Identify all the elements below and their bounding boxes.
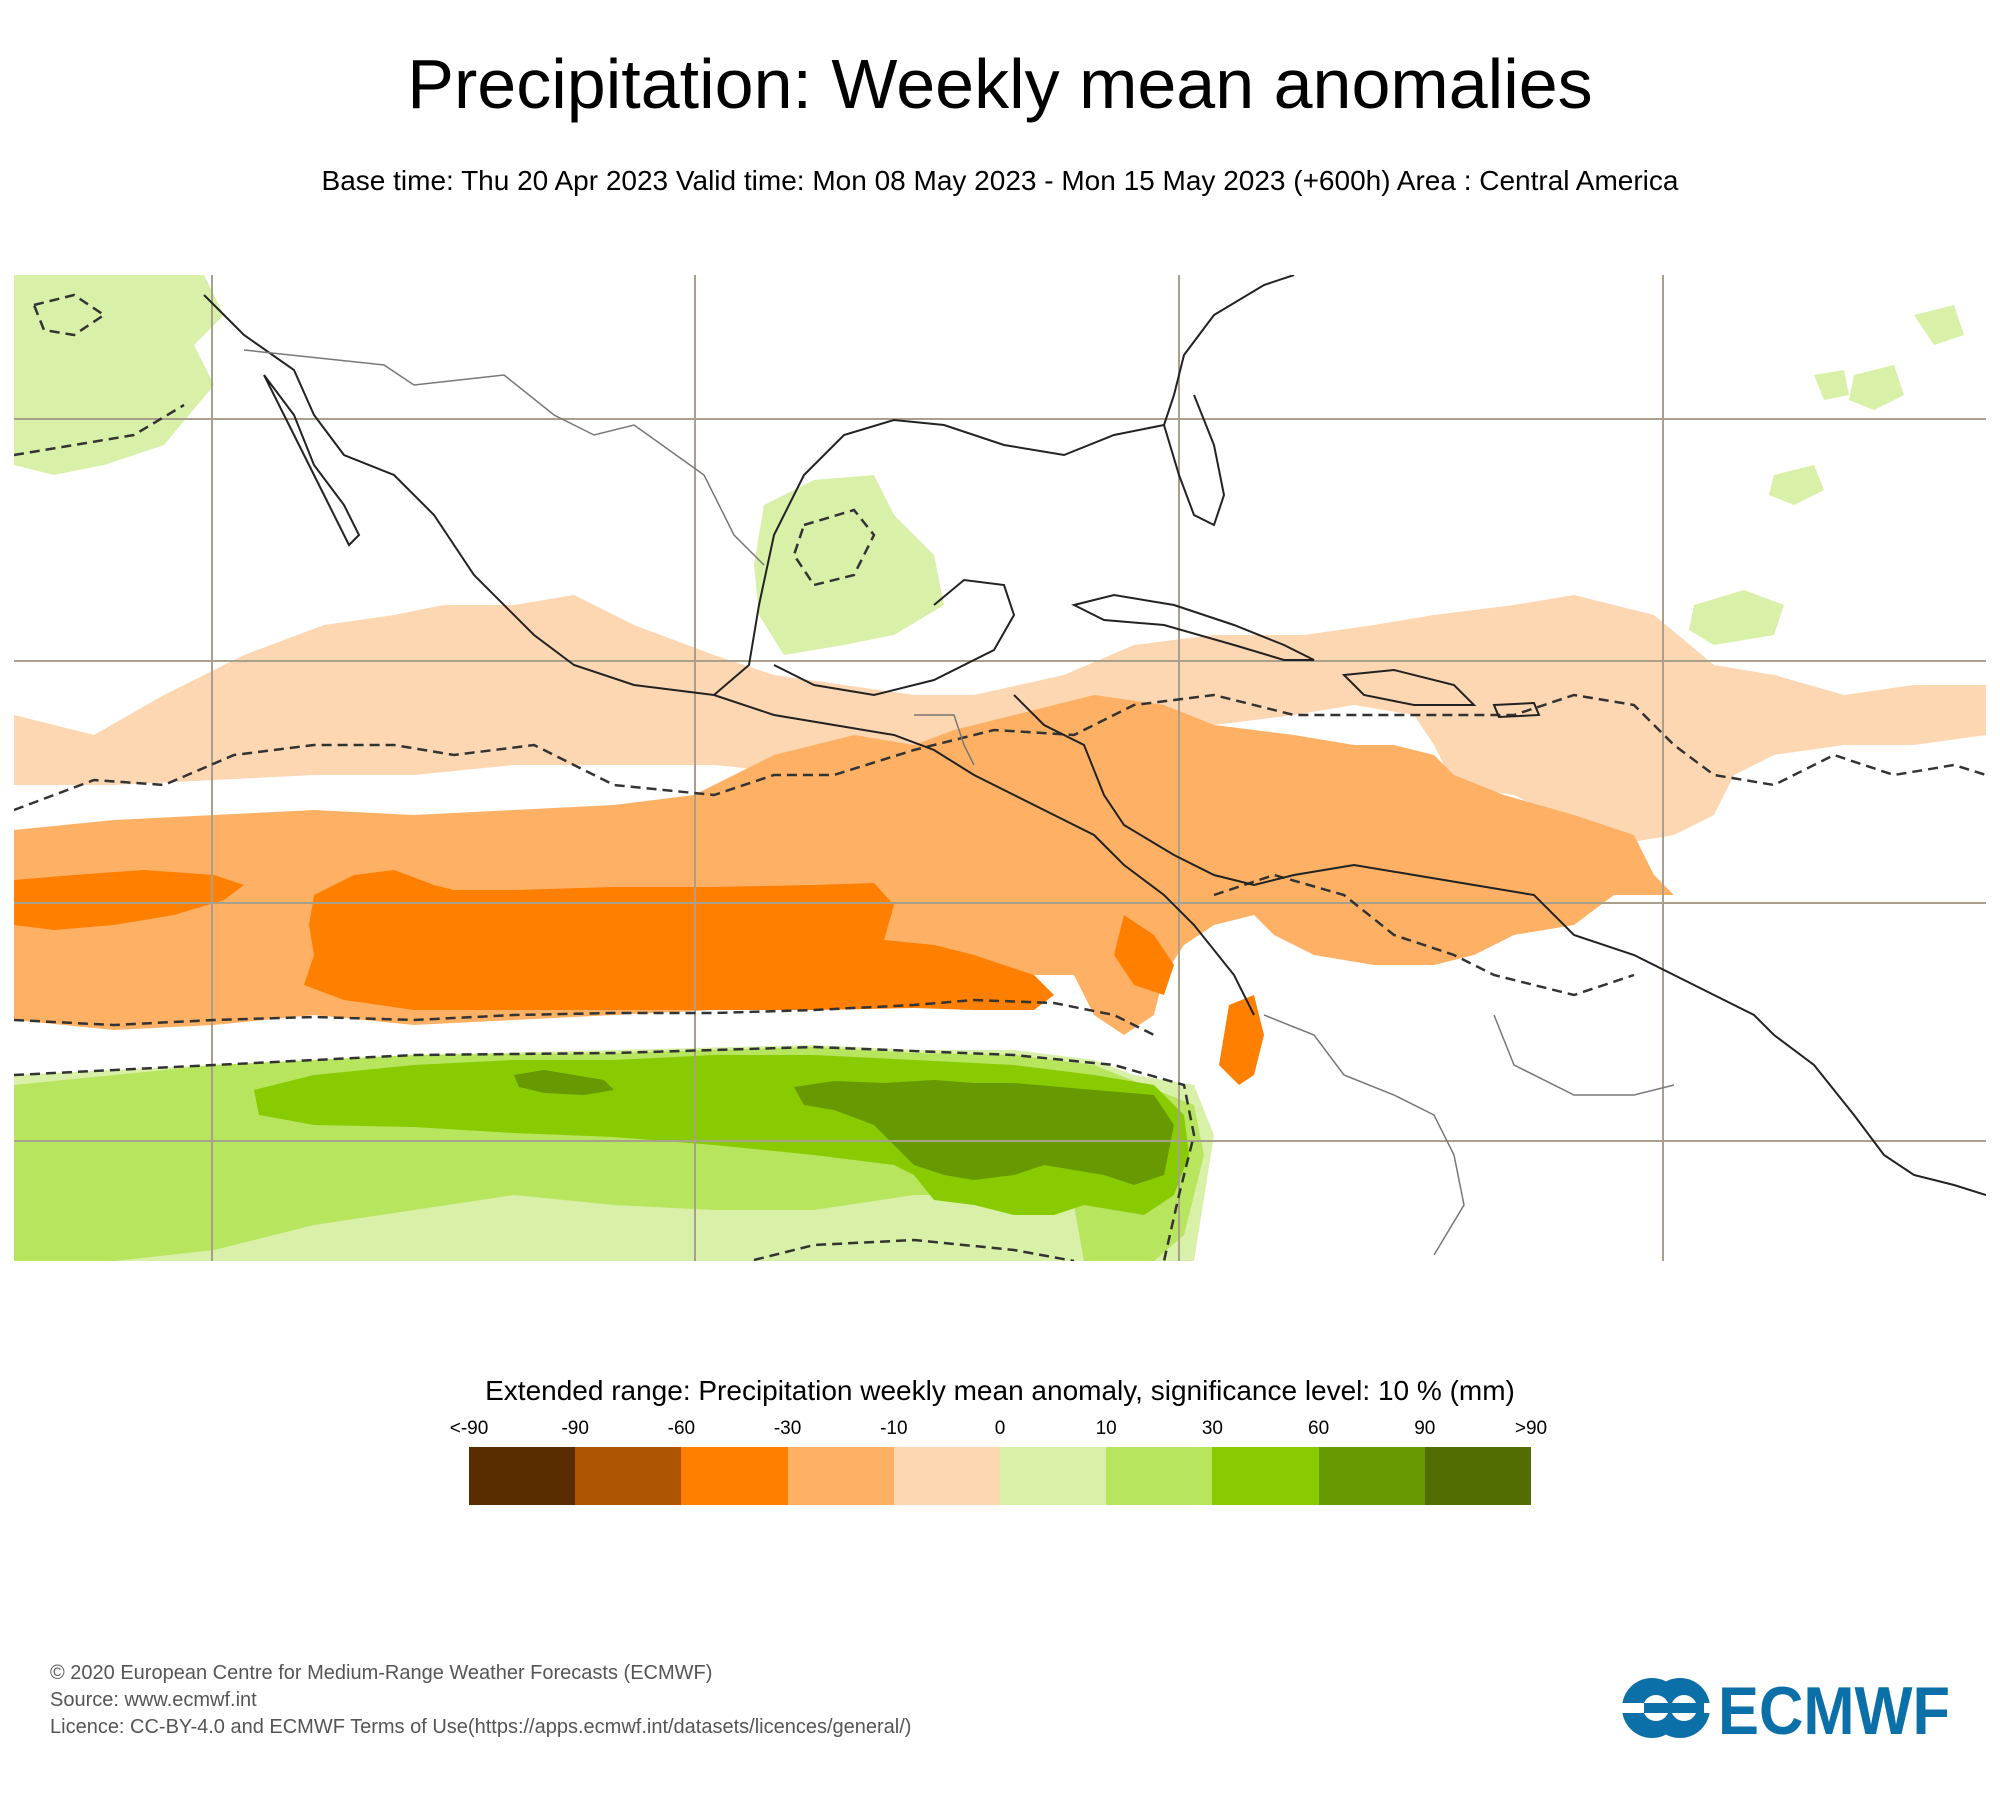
significance-contours <box>14 293 1986 1261</box>
legend-tick-label: >90 <box>1514 1418 1548 1439</box>
graticule <box>14 275 1986 1261</box>
coastline-florida <box>1163 275 1295 426</box>
ecmwf-logo-text: ECMWF <box>1718 1673 1950 1744</box>
wet-patch-atlantic-3 <box>1849 365 1904 410</box>
wet-patch-atlantic-4 <box>1914 305 1964 345</box>
coastline-hispaniola <box>1341 668 1477 706</box>
wet-core-1 <box>514 1070 614 1095</box>
coastline-cuba <box>1071 593 1315 661</box>
significance-contour <box>14 1045 1196 1261</box>
legend-tick-label: <-90 <box>449 1418 489 1439</box>
wet-core-2 <box>794 1080 1174 1185</box>
ecmwf-logo-icon <box>1622 1678 1710 1738</box>
significance-contour <box>792 508 876 587</box>
dry-core-central <box>304 870 1054 1010</box>
significance-contour <box>753 1238 1075 1261</box>
colorbar-swatch <box>575 1447 682 1505</box>
ecmwf-logo: ECMWF <box>1622 1673 1950 1744</box>
colorbar-swatch <box>1212 1447 1319 1505</box>
coastline-south-america-east <box>1773 1034 1986 1196</box>
colorbar-swatch <box>681 1447 788 1505</box>
significance-contour <box>14 693 1986 812</box>
legend-tick-label: 90 <box>1414 1418 1436 1439</box>
legend-ticks: <-90 -90 -60 -30 -10 0 10 30 60 90 >90 <box>450 1418 1547 1442</box>
coastline-yucatan <box>773 578 1016 697</box>
legend-tick-label: 30 <box>1201 1418 1223 1439</box>
border-venezuela-colombia <box>1263 1014 1465 1256</box>
copyright-text: © 2020 European Centre for Medium-Range … <box>50 1662 713 1684</box>
significance-contour <box>14 998 1155 1037</box>
anomaly-map <box>14 275 1986 1261</box>
legend-title: Extended range: Precipitation weekly mea… <box>485 1375 1515 1406</box>
colorbar-swatch <box>469 1447 576 1505</box>
chart-title: Precipitation: Weekly mean anomalies <box>407 45 1593 123</box>
significance-contour <box>1213 873 1635 997</box>
legend-tick-label: 60 <box>1308 1418 1330 1439</box>
legend-tick-label: -10 <box>880 1418 908 1439</box>
border-us-mexico <box>243 349 765 566</box>
legend-tick-label: -90 <box>561 1418 589 1439</box>
colorbar <box>469 1447 1532 1505</box>
coastline-pacific-mexico <box>203 294 1255 1016</box>
source-text: Source: www.ecmwf.int <box>50 1689 257 1711</box>
wet-patch-atlantic-5 <box>1814 370 1849 400</box>
colorbar-swatch <box>787 1447 894 1505</box>
colorbar-swatch <box>1424 1447 1532 1505</box>
coastline-baja <box>263 374 361 547</box>
colorbar-swatch <box>1000 1447 1107 1505</box>
significance-contour <box>32 293 107 337</box>
coastline-florida-peninsula <box>1163 394 1226 527</box>
colorbar-swatch <box>893 1447 1001 1505</box>
dry-core-isthmus <box>1114 915 1174 995</box>
wet-region-gulf <box>754 475 944 655</box>
wet-patch-atlantic-2 <box>1769 465 1824 505</box>
dry-core-west <box>14 870 244 930</box>
border-guyana <box>1493 1014 1675 1096</box>
dry-core-colombia <box>1219 995 1264 1085</box>
border-guatemala <box>914 714 975 766</box>
wet-region-nw <box>14 275 224 475</box>
wet-patch-atlantic-1 <box>1689 590 1784 645</box>
colorbar-swatch <box>1318 1447 1425 1505</box>
legend-tick-label: 10 <box>1095 1418 1117 1439</box>
significance-contour <box>14 403 185 457</box>
coastline-central-america-caribbean <box>1013 694 1775 1036</box>
country-borders <box>243 349 1675 1256</box>
coastline-puerto-rico <box>1492 701 1541 719</box>
coastline-gulf <box>713 418 1165 696</box>
colorbar-swatch <box>1106 1447 1213 1505</box>
chart-subtitle: Base time: Thu 20 Apr 2023 Valid time: M… <box>321 165 1679 196</box>
legend-tick-label: -30 <box>773 1418 802 1439</box>
legend-tick-label: -60 <box>667 1418 696 1439</box>
legend-tick-label: 0 <box>994 1418 1006 1439</box>
licence-text: Licence: CC-BY-4.0 and ECMWF Terms of Us… <box>50 1716 912 1738</box>
coastlines <box>203 275 1986 1196</box>
footer: © 2020 European Centre for Medium-Range … <box>50 1660 911 1741</box>
